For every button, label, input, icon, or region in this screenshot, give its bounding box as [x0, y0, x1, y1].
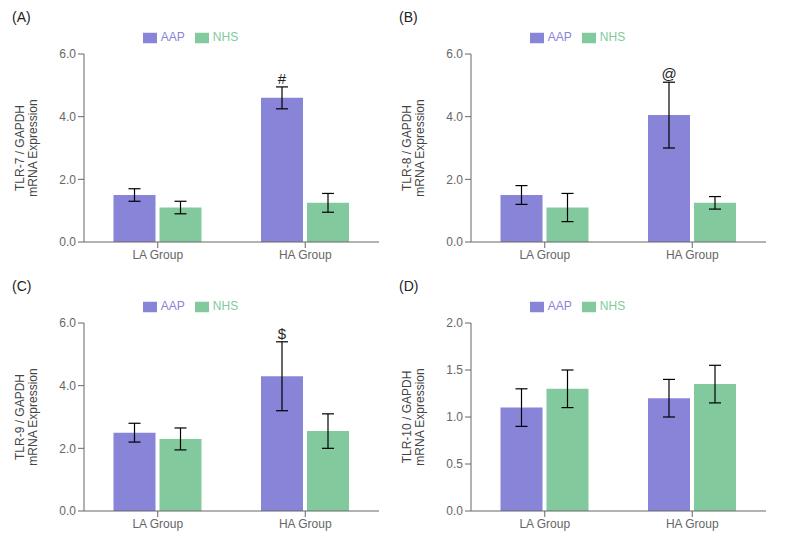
- html-text:NHS: NHS: [599, 299, 626, 313]
- svg-text:TLR-8 / GAPDHmRNA Expression: TLR-8 / GAPDHmRNA Expression: [400, 99, 427, 196]
- svg-text:HA Group: HA Group: [666, 248, 719, 262]
- html-text:(A): (A): [12, 9, 31, 25]
- svg-text:@: @: [661, 65, 676, 82]
- svg-text:TLR-10 / GAPDHmRNA Expression: TLR-10 / GAPDHmRNA Expression: [400, 368, 427, 465]
- svg-text:6.0: 6.0: [59, 316, 76, 330]
- svg-text:2.0: 2.0: [59, 442, 76, 456]
- svg-text:1.5: 1.5: [446, 363, 463, 377]
- svg-text:LA Group: LA Group: [519, 517, 570, 531]
- html-text:NHS: NHS: [212, 30, 239, 44]
- html-text:NHS: NHS: [599, 30, 626, 44]
- svg-text:HA Group: HA Group: [666, 517, 719, 531]
- svg-text:TLR-9 / GAPDHmRNA Expression: TLR-9 / GAPDHmRNA Expression: [13, 368, 40, 465]
- html-text:(B): (B): [399, 9, 418, 25]
- html-text:AAP: AAP: [160, 30, 185, 44]
- html-text:NHS: NHS: [212, 299, 239, 313]
- svg-text:4.0: 4.0: [59, 110, 76, 124]
- svg-text:2.0: 2.0: [59, 173, 76, 187]
- svg-text:LA Group: LA Group: [132, 517, 183, 531]
- svg-text:$: $: [278, 325, 287, 342]
- html-text:AAP: AAP: [547, 30, 572, 44]
- svg-text:0.0: 0.0: [59, 504, 76, 518]
- svg-text:2.0: 2.0: [446, 173, 463, 187]
- svg-text:0.0: 0.0: [446, 235, 463, 249]
- svg-text:1.0: 1.0: [446, 410, 463, 424]
- svg-text:#: #: [278, 70, 287, 87]
- svg-text:LA Group: LA Group: [519, 248, 570, 262]
- html-text:AAP: AAP: [547, 299, 572, 313]
- svg-text:6.0: 6.0: [59, 47, 76, 61]
- svg-text:0.5: 0.5: [446, 457, 463, 471]
- html-text:AAP: AAP: [160, 299, 185, 313]
- html-text:(C): (C): [12, 278, 32, 294]
- svg-text:HA Group: HA Group: [279, 517, 332, 531]
- svg-text:4.0: 4.0: [446, 110, 463, 124]
- svg-text:2.0: 2.0: [446, 316, 463, 330]
- svg-text:6.0: 6.0: [446, 47, 463, 61]
- svg-text:LA Group: LA Group: [132, 248, 183, 262]
- svg-text:0.0: 0.0: [446, 504, 463, 518]
- svg-text:TLR-7 / GAPDHmRNA Expression: TLR-7 / GAPDHmRNA Expression: [13, 99, 40, 196]
- html-text:(D): (D): [399, 278, 419, 294]
- svg-text:4.0: 4.0: [59, 379, 76, 393]
- svg-text:HA Group: HA Group: [279, 248, 332, 262]
- svg-text:0.0: 0.0: [59, 235, 76, 249]
